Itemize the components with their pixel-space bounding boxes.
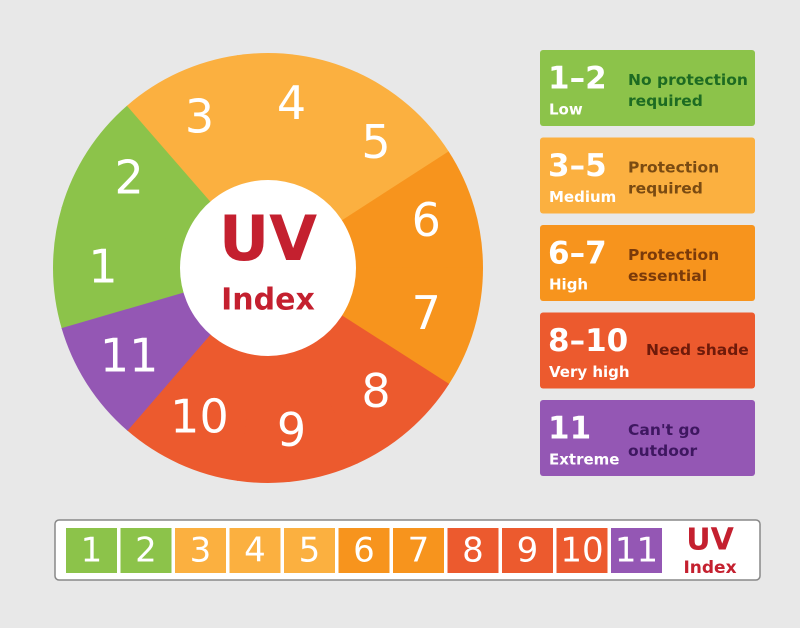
legend-box [540, 312, 755, 389]
scale-number: 4 [244, 531, 266, 571]
wheel-number: 4 [277, 76, 306, 130]
legend-name: High [549, 276, 588, 294]
wheel-title: UV [219, 202, 317, 275]
wheel-sector [53, 207, 269, 329]
scale-cell [611, 528, 662, 573]
scale-cell [502, 528, 553, 573]
scale-title: UV [686, 523, 734, 558]
legend-range: 1–2 [548, 61, 607, 97]
legend-box [540, 50, 755, 126]
scale: 1 2 3 4 5 6 7 8 9 10 11 [66, 528, 662, 573]
scale-number: 5 [299, 531, 321, 571]
scale-cell [175, 528, 226, 573]
wheel-number: 5 [361, 115, 390, 169]
scale-number: 3 [190, 531, 212, 571]
legend-advice: Protection essential [628, 246, 719, 285]
scale-number: 11 [615, 531, 658, 571]
legend-range: 11 [548, 411, 591, 447]
scale-cell [447, 528, 499, 573]
wheel-number: 9 [277, 403, 306, 457]
legend-box [540, 137, 755, 214]
scale-cell [393, 528, 444, 573]
scale-cell [338, 528, 390, 573]
wheel-number: 1 [88, 240, 117, 294]
wheel-number: 2 [115, 150, 144, 204]
legend-range: 8–10 [548, 323, 628, 359]
scale-cell [284, 528, 335, 573]
legend-advice: Need shade [646, 341, 749, 359]
scale-subtitle: Index [683, 558, 736, 578]
scale-cell [66, 528, 117, 573]
legend-name: Very high [549, 363, 630, 381]
wheel-number: 3 [185, 89, 214, 143]
scale-number: 9 [517, 531, 539, 571]
legend-name: Medium [549, 188, 616, 206]
legend-box [540, 400, 755, 476]
legend-advice: Can't go outdoor [628, 421, 700, 460]
scale-number: 8 [462, 531, 484, 571]
wheel-number: 7 [412, 286, 441, 340]
scale-number: 1 [81, 531, 103, 571]
legend-advice: No protection required [628, 71, 748, 110]
scale-cell [229, 528, 281, 573]
scale-number: 2 [135, 531, 157, 571]
scale-number: 7 [408, 531, 430, 571]
legend-name: Low [549, 101, 583, 119]
legend-range: 3–5 [548, 148, 607, 184]
wheel-number: 8 [361, 364, 390, 418]
wheel-number: 6 [412, 193, 441, 247]
wheel-subtitle: Index [221, 283, 315, 318]
legend-advice: Protection required [628, 158, 719, 197]
legend-name: Extreme [549, 451, 619, 469]
legend-range: 6–7 [548, 236, 607, 272]
scale-number: 10 [560, 531, 603, 571]
scale-cell [556, 528, 608, 573]
scale-cell [120, 528, 172, 573]
wheel-number: 11 [100, 329, 159, 383]
scale-number: 6 [353, 531, 375, 571]
legend-box [540, 225, 755, 301]
wheel-number: 10 [170, 390, 229, 444]
legend: 1–2 Low No protection required 3–5 Medium Prot… [540, 50, 755, 476]
wheel-center [180, 180, 356, 356]
